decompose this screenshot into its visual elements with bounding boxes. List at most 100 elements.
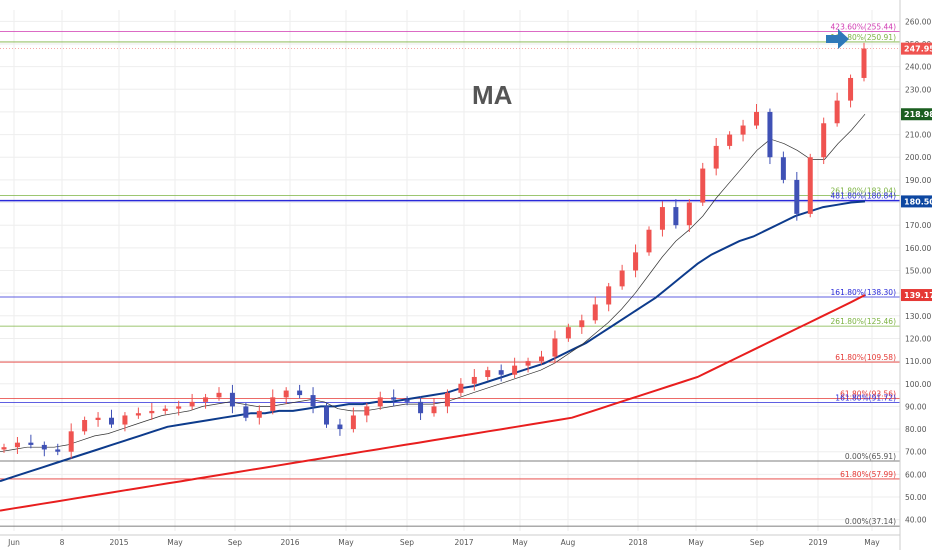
x-tick-label: Jun bbox=[7, 538, 20, 547]
fib-level-label: 261.80%(125.46) bbox=[831, 317, 897, 326]
candle-body bbox=[297, 390, 303, 396]
candle-body bbox=[821, 123, 827, 158]
candle-body bbox=[391, 397, 397, 400]
candle-body bbox=[1, 447, 7, 450]
fib-level-label: 61.80%(57.99) bbox=[840, 470, 896, 479]
candle-body bbox=[283, 390, 289, 398]
candle-body bbox=[28, 442, 34, 445]
candle-body bbox=[310, 395, 316, 407]
candle-body bbox=[444, 392, 450, 407]
x-tick-label: Sep bbox=[228, 538, 242, 547]
candle-body bbox=[229, 392, 235, 407]
candle-body bbox=[686, 202, 692, 226]
candle-body bbox=[122, 415, 128, 425]
x-tick-label: 2018 bbox=[628, 538, 647, 547]
candle-body bbox=[861, 48, 867, 78]
y-tick-label: 240.00 bbox=[905, 63, 931, 72]
candle-body bbox=[767, 111, 773, 158]
y-tick-label: 160.00 bbox=[905, 244, 931, 253]
candle-body bbox=[256, 410, 262, 418]
candle-body bbox=[807, 157, 813, 214]
y-tick-label: 200.00 bbox=[905, 153, 931, 162]
candle-body bbox=[431, 406, 437, 414]
candle-body bbox=[848, 77, 854, 101]
candle-body bbox=[458, 383, 464, 393]
y-tick-label: 90.00 bbox=[905, 402, 927, 411]
fib-level-label: 61.80%(109.58) bbox=[835, 353, 896, 362]
y-tick-label: 70.00 bbox=[905, 448, 927, 457]
fib-levels: 423.60%(255.44)161.80%(250.91) 261.80%(18… bbox=[0, 23, 900, 527]
moving-averages bbox=[0, 113, 866, 512]
y-tick-label: 50.00 bbox=[905, 493, 927, 502]
x-tick-label: 2015 bbox=[109, 538, 128, 547]
candle-body bbox=[82, 420, 88, 432]
candle-body bbox=[149, 410, 155, 414]
candle-body bbox=[579, 320, 585, 328]
candle-body bbox=[740, 125, 746, 135]
candle-body bbox=[270, 397, 276, 411]
x-tick-label: 2017 bbox=[454, 538, 473, 547]
fib-level-label: 161.80%(138.30) bbox=[831, 288, 897, 297]
y-tick-label: 190.00 bbox=[905, 176, 931, 185]
candle-body bbox=[109, 417, 114, 425]
ma-series-line bbox=[0, 294, 866, 512]
candle-body bbox=[471, 376, 477, 384]
candle-body bbox=[619, 270, 625, 287]
y-tick-label: 210.00 bbox=[905, 131, 931, 140]
candle-body bbox=[606, 286, 612, 305]
x-tick-label: Sep bbox=[750, 538, 764, 547]
x-tick-label: Aug bbox=[561, 538, 576, 547]
candle-body bbox=[377, 397, 383, 407]
candle-body bbox=[525, 361, 531, 366]
candle-body bbox=[565, 327, 571, 339]
fib-level-label: 423.60%(255.44) bbox=[831, 23, 897, 32]
x-tick-label: May bbox=[512, 538, 528, 547]
candle-body bbox=[162, 408, 168, 411]
price-tag bbox=[901, 108, 932, 121]
fib-level-label: 161.80%(91.72) bbox=[835, 394, 896, 403]
y-tick-label: 170.00 bbox=[905, 221, 931, 230]
candle-body bbox=[673, 207, 679, 226]
fib-level-label: 161.80%(250.91) bbox=[831, 33, 897, 42]
candle-body bbox=[646, 229, 652, 253]
candle-body bbox=[135, 413, 141, 416]
candle-body bbox=[68, 431, 74, 452]
candle-body bbox=[364, 406, 370, 416]
price-tags: 247.95 218.98 180.50 139.17 bbox=[901, 42, 932, 302]
fib-level-label: 481.80%(180.84) bbox=[831, 192, 897, 201]
candle-body bbox=[176, 406, 182, 409]
fib-level-label: 61.80%(93.56) bbox=[840, 389, 896, 398]
x-tick-label: Sep bbox=[400, 538, 414, 547]
price-tag-label: 180.50 bbox=[904, 197, 932, 206]
y-tick-label: 150.00 bbox=[905, 267, 931, 276]
price-tag bbox=[901, 42, 932, 55]
candle-body bbox=[189, 401, 195, 407]
candle-body bbox=[55, 449, 61, 452]
x-tick-label: 2016 bbox=[280, 538, 299, 547]
price-tag-label: 247.95 bbox=[904, 45, 932, 54]
candle-body bbox=[512, 365, 518, 375]
y-tick-label: 120.00 bbox=[905, 334, 931, 343]
candle-body bbox=[794, 179, 800, 214]
candle-body bbox=[95, 417, 101, 421]
y-tick-label: 130.00 bbox=[905, 312, 931, 321]
chart-title: MA bbox=[472, 80, 513, 110]
x-tick-label: May bbox=[688, 538, 704, 547]
candle-body bbox=[552, 338, 558, 357]
fib-level-label: 261.80%(183.04) bbox=[831, 187, 897, 196]
y-tick-label: 100.00 bbox=[905, 380, 931, 389]
y-tick-label: 60.00 bbox=[905, 470, 927, 479]
candle-body bbox=[498, 370, 504, 375]
y-tick-label: 110.00 bbox=[905, 357, 931, 366]
price-tag-label: 218.98 bbox=[904, 110, 932, 119]
candle-body bbox=[41, 444, 47, 450]
candle-body bbox=[337, 424, 343, 430]
price-tag-label: 139.17 bbox=[904, 291, 932, 300]
candle-body bbox=[834, 100, 840, 124]
y-tick-label: 80.00 bbox=[905, 425, 927, 434]
x-tick-label: 8 bbox=[60, 538, 65, 547]
